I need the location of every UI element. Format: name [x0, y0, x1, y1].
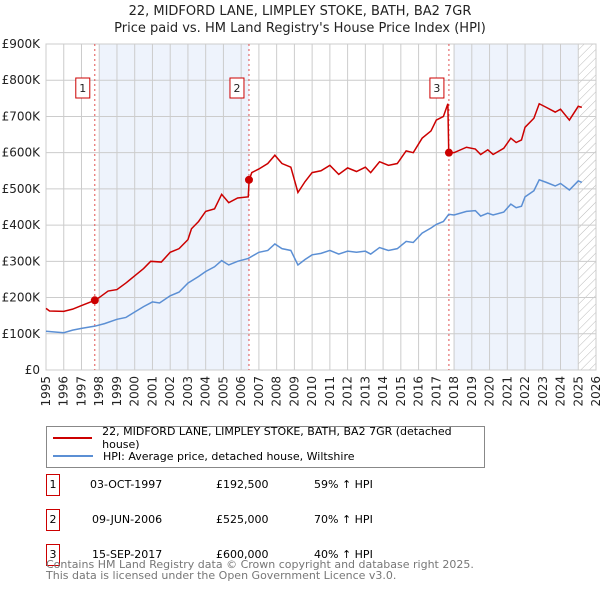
x-tick-label: 1998: [92, 376, 106, 407]
y-tick-label: £200K: [2, 291, 42, 305]
legend-swatch-red: [53, 437, 93, 439]
legend-item-property: 22, MIDFORD LANE, LIMPLEY STOKE, BATH, B…: [47, 425, 484, 451]
y-tick-label: £400K: [2, 218, 42, 232]
x-tick-label: 2007: [252, 376, 266, 407]
legend-label: 22, MIDFORD LANE, LIMPLEY STOKE, BATH, B…: [102, 425, 452, 451]
y-tick-label: £800K: [2, 73, 42, 87]
y-tick-label: £700K: [2, 109, 42, 123]
legend-label: HPI: Average price, detached house, Wilt…: [103, 449, 355, 463]
x-tick-label: 2002: [163, 376, 177, 407]
sale-date: 09-JUN-2006: [92, 513, 163, 526]
x-tick-label: 2020: [483, 376, 497, 407]
plot-border: [45, 43, 597, 371]
y-tick-label: £0: [25, 363, 40, 377]
sale-marker-badge: 2: [46, 509, 60, 531]
series-line: [45, 178, 583, 334]
x-tick-label: 2019: [465, 376, 479, 407]
x-tick-label: 2018: [447, 376, 461, 407]
sale-hpi: 40% ↑ HPI: [314, 548, 373, 561]
sale-point: [90, 296, 99, 305]
x-tick-label: 2003: [181, 376, 195, 407]
y-tick-label: £100K: [2, 327, 42, 341]
x-tick-label: 2025: [571, 376, 585, 407]
sale-marker: [429, 77, 445, 99]
sale-marker-label: 3: [433, 82, 440, 95]
y-tick-label: £600K: [2, 146, 42, 160]
x-tick-label: 2004: [199, 376, 213, 407]
x-tick-label: 2023: [536, 376, 550, 407]
y-tick-label: £300K: [2, 254, 42, 268]
x-tick-label: 2009: [287, 376, 301, 407]
footer-line: This data is licensed under the Open Gov…: [46, 569, 397, 582]
legend-swatch-blue: [53, 455, 93, 457]
x-tick-label: 2026: [589, 376, 600, 407]
x-tick-label: 2010: [305, 376, 319, 407]
footer: Contains HM Land Registry data © Crown c…: [46, 559, 474, 581]
x-tick-label: 2014: [376, 376, 390, 407]
x-tick-label: 2021: [500, 376, 514, 407]
x-tick-label: 2001: [145, 376, 159, 407]
sale-marker: [229, 77, 245, 99]
sale-price: £525,000: [216, 513, 269, 526]
x-tick-label: 2017: [429, 376, 443, 407]
sale-marker-badge: 3: [46, 544, 60, 566]
plot-area: 1995 1996 1997 1998 1999 2000 2001 2002 2003 2004…: [2, 37, 600, 407]
x-tick-label: 2011: [323, 376, 337, 407]
sale-date: 15-SEP-2017: [92, 548, 163, 561]
sale-date: 03-OCT-1997: [90, 478, 163, 491]
footer-line: Contains HM Land Registry data © Crown c…: [46, 558, 474, 571]
sale-price: £192,500: [216, 478, 269, 491]
x-tick-label: 2005: [216, 376, 230, 407]
x-tick-label: 1996: [57, 376, 71, 407]
sale-marker-label: 1: [79, 82, 86, 95]
sale-price: £600,000: [216, 548, 269, 561]
chart-subtitle: Price paid vs. HM Land Registry's House …: [114, 21, 486, 36]
x-tick-label: 2013: [358, 376, 372, 407]
x-tick-label: 2022: [518, 376, 532, 407]
x-tick-label: 1997: [74, 376, 88, 407]
sale-marker: [75, 77, 91, 99]
x-tick-label: 2008: [270, 376, 284, 407]
sale-marker-badge: 1: [46, 474, 60, 496]
x-tick-label: 2000: [128, 376, 142, 407]
series-line: [45, 102, 583, 313]
chart-title: 22, MIDFORD LANE, LIMPLEY STOKE, BATH, B…: [128, 4, 472, 19]
x-tick-label: 2015: [394, 376, 408, 407]
sale-point: [244, 175, 253, 184]
x-tick-label: 2024: [554, 376, 568, 407]
x-tick-label: 2012: [341, 376, 355, 407]
legend-item-hpi: HPI: Average price, detached house, Wilt…: [47, 447, 355, 465]
x-tick-label: 2016: [412, 376, 426, 407]
sale-point: [444, 148, 453, 157]
y-tick-label: £500K: [2, 182, 42, 196]
x-tick-label: 2006: [234, 376, 248, 407]
shaded-band: [99, 44, 249, 370]
sale-hpi: 70% ↑ HPI: [314, 513, 373, 526]
forecast-hatch: [578, 44, 596, 370]
x-tick-label: 1995: [39, 376, 53, 407]
x-tick-label: 1999: [110, 376, 124, 407]
sale-hpi: 59% ↑ HPI: [314, 478, 373, 491]
y-tick-label: £900K: [2, 37, 42, 51]
legend: 22, MIDFORD LANE, LIMPLEY STOKE, BATH, B…: [46, 425, 485, 468]
sale-marker-label: 2: [233, 82, 240, 95]
